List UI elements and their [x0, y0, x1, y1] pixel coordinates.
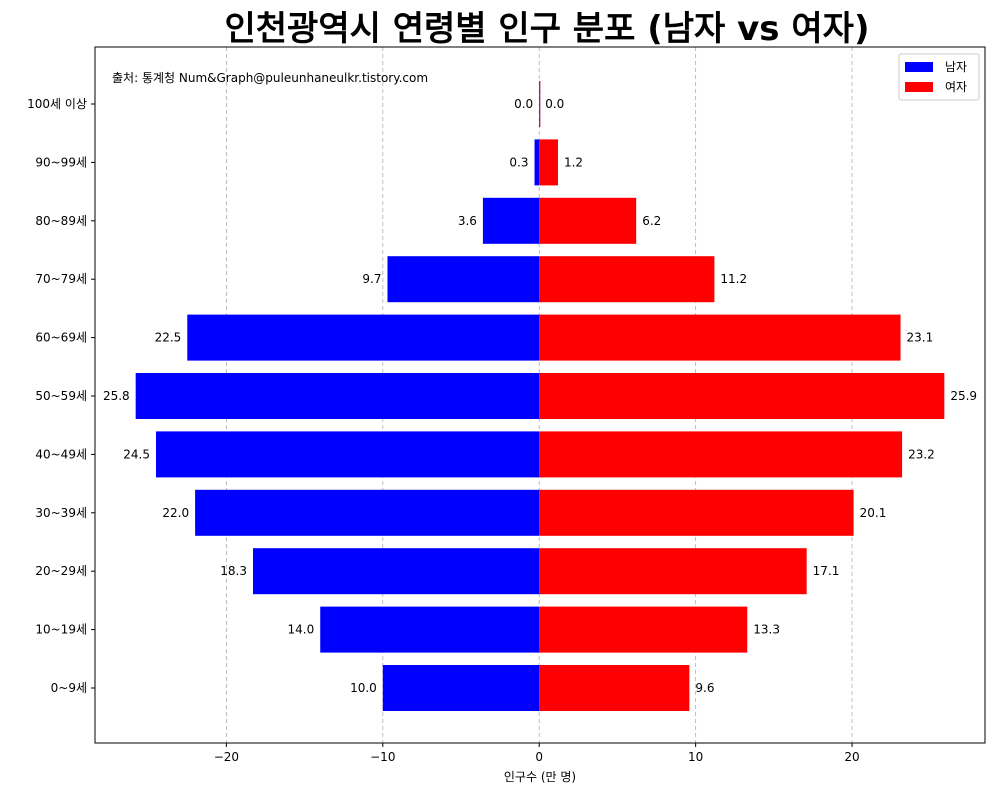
- data-label-female: 23.2: [908, 447, 935, 461]
- bar-female: [539, 314, 901, 361]
- x-tick-label: −10: [370, 750, 395, 764]
- legend-swatch-male: [905, 62, 933, 72]
- chart-title: 인천광역시 연령별 인구 분포 (남자 vs 여자): [225, 9, 870, 49]
- x-axis-label: 인구수 (만 명): [504, 770, 576, 784]
- bar-male: [387, 256, 540, 303]
- x-tick-label: 0: [535, 750, 543, 764]
- x-tick-label: 20: [844, 750, 859, 764]
- data-label-male: 9.7: [362, 272, 381, 286]
- y-tick-label: 0~9세: [51, 681, 87, 695]
- data-label-female: 17.1: [813, 564, 840, 578]
- data-label-male: 0.0: [514, 97, 533, 111]
- bar-group: [135, 81, 945, 711]
- bar-female: [539, 256, 715, 303]
- data-label-male: 24.5: [123, 447, 150, 461]
- bar-male: [156, 431, 540, 478]
- y-tick-label: 50~59세: [35, 389, 87, 403]
- data-label-female: 23.1: [907, 331, 934, 345]
- data-label-male: 25.8: [103, 389, 130, 403]
- x-axis-ticks: −20 −10 0 10 20: [214, 743, 860, 764]
- source-annotation: 출처: 통계청 Num&Graph@puleunhaneulkr.tistory…: [112, 71, 428, 85]
- data-label-male: 22.0: [162, 506, 189, 520]
- bar-male: [135, 373, 540, 419]
- x-tick-label: 10: [688, 750, 703, 764]
- x-tick-label: −20: [214, 750, 239, 764]
- y-tick-label: 40~49세: [35, 447, 87, 461]
- data-label-male: 10.0: [350, 681, 377, 695]
- y-tick-label: 90~99세: [35, 155, 87, 169]
- plot-frame: [94, 46, 986, 744]
- bar-female: [539, 548, 807, 595]
- bar-male: [187, 314, 540, 361]
- y-tick-label: 70~79세: [35, 272, 87, 286]
- bar-female: [539, 606, 748, 653]
- bar-female: [539, 373, 945, 419]
- data-label-male: 14.0: [288, 623, 315, 637]
- legend-label-male: 남자: [945, 60, 967, 74]
- bar-male: [382, 665, 540, 711]
- bar-female: [539, 665, 690, 711]
- data-label-female: 13.3: [753, 623, 780, 637]
- bar-female: [539, 139, 558, 186]
- legend-swatch-female: [905, 82, 933, 92]
- bar-male: [320, 606, 540, 653]
- data-label-male: 18.3: [220, 564, 247, 578]
- bar-male: [482, 197, 540, 244]
- y-tick-label: 20~29세: [35, 564, 87, 578]
- data-label-female: 6.2: [642, 214, 661, 228]
- bar-male: [195, 489, 540, 536]
- y-axis-ticks: 0~9세 10~19세 20~29세 30~39세 40~49세 50~59세 60~69세…: [27, 97, 95, 695]
- data-label-male: 3.6: [458, 214, 477, 228]
- data-label-female: 0.0: [545, 97, 564, 111]
- data-label-female: 1.2: [564, 155, 583, 169]
- bar-female: [539, 489, 854, 536]
- y-tick-label: 80~89세: [35, 214, 87, 228]
- y-tick-label: 30~39세: [35, 506, 87, 520]
- data-label-group: 10.0 14.0 18.3 22.0 24.5 25.8 22.5 9.7 3.6 0.3 0.0…: [103, 97, 977, 695]
- bar-male: [534, 139, 540, 186]
- data-label-female: 25.9: [950, 389, 977, 403]
- bar-male: [252, 548, 540, 595]
- data-label-male: 0.3: [509, 155, 528, 169]
- legend[interactable]: 남자 여자: [898, 53, 980, 101]
- legend-label-female: 여자: [945, 80, 967, 94]
- data-label-female: 11.2: [720, 272, 747, 286]
- data-label-female: 20.1: [860, 506, 887, 520]
- y-tick-label: 60~69세: [35, 331, 87, 345]
- bar-female: [539, 431, 903, 478]
- y-tick-label: 100세 이상: [27, 97, 87, 111]
- bar-female: [539, 81, 541, 127]
- y-tick-label: 10~19세: [35, 623, 87, 637]
- data-label-male: 22.5: [155, 331, 182, 345]
- bar-female: [539, 197, 637, 244]
- data-label-female: 9.6: [695, 681, 714, 695]
